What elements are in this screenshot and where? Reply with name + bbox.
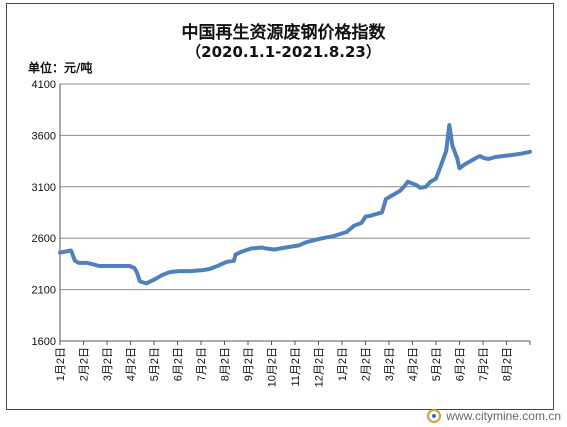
x-tick-label: 3月2日: [102, 347, 114, 381]
x-tick-label: 2月2日: [79, 347, 91, 381]
chart-subtitle: （2020.1.1-2021.8.23）: [186, 43, 381, 61]
x-tick-label: 6月2日: [455, 347, 467, 381]
y-tick-label: 3100: [32, 182, 56, 194]
citymine-logo-icon: [427, 409, 442, 423]
x-tick-label: 1月2日: [337, 347, 349, 381]
x-tick-label: 8月2日: [502, 347, 514, 381]
x-tick-label: 10月2日: [267, 347, 279, 387]
x-tick-label: 6月2日: [173, 347, 185, 381]
watermark: www.citymine.com.cn: [427, 409, 561, 423]
x-tick-label: 9月2日: [243, 347, 255, 381]
x-tick-label: 5月2日: [431, 347, 443, 381]
y-tick-label: 4100: [32, 79, 56, 91]
x-tick-label: 1月2日: [55, 347, 67, 381]
chart-frame: [6, 3, 554, 410]
x-tick-label: 5月2日: [149, 347, 161, 381]
x-tick-label: 3月2日: [384, 347, 396, 381]
series-line: [58, 123, 532, 286]
x-tick-label: 7月2日: [478, 347, 490, 381]
x-tick-label: 7月2日: [196, 347, 208, 381]
x-tick-label: 2月2日: [361, 347, 373, 381]
x-tick-label: 12月2日: [314, 347, 326, 387]
x-tick-label: 11月2日: [290, 347, 302, 387]
y-axis-label: 单位：元/吨: [28, 61, 93, 75]
y-tick-label: 2600: [32, 233, 56, 245]
x-tick-label: 4月2日: [126, 347, 138, 381]
x-tick-label: 4月2日: [408, 347, 420, 381]
watermark-text: www.citymine.com.cn: [446, 409, 561, 423]
chart-title: 中国再生资源废钢价格指数: [181, 23, 386, 43]
y-tick-label: 1600: [32, 336, 56, 348]
y-tick-label: 3600: [32, 130, 56, 142]
x-tick-label: 8月2日: [220, 347, 232, 381]
y-tick-label: 2100: [32, 285, 56, 297]
